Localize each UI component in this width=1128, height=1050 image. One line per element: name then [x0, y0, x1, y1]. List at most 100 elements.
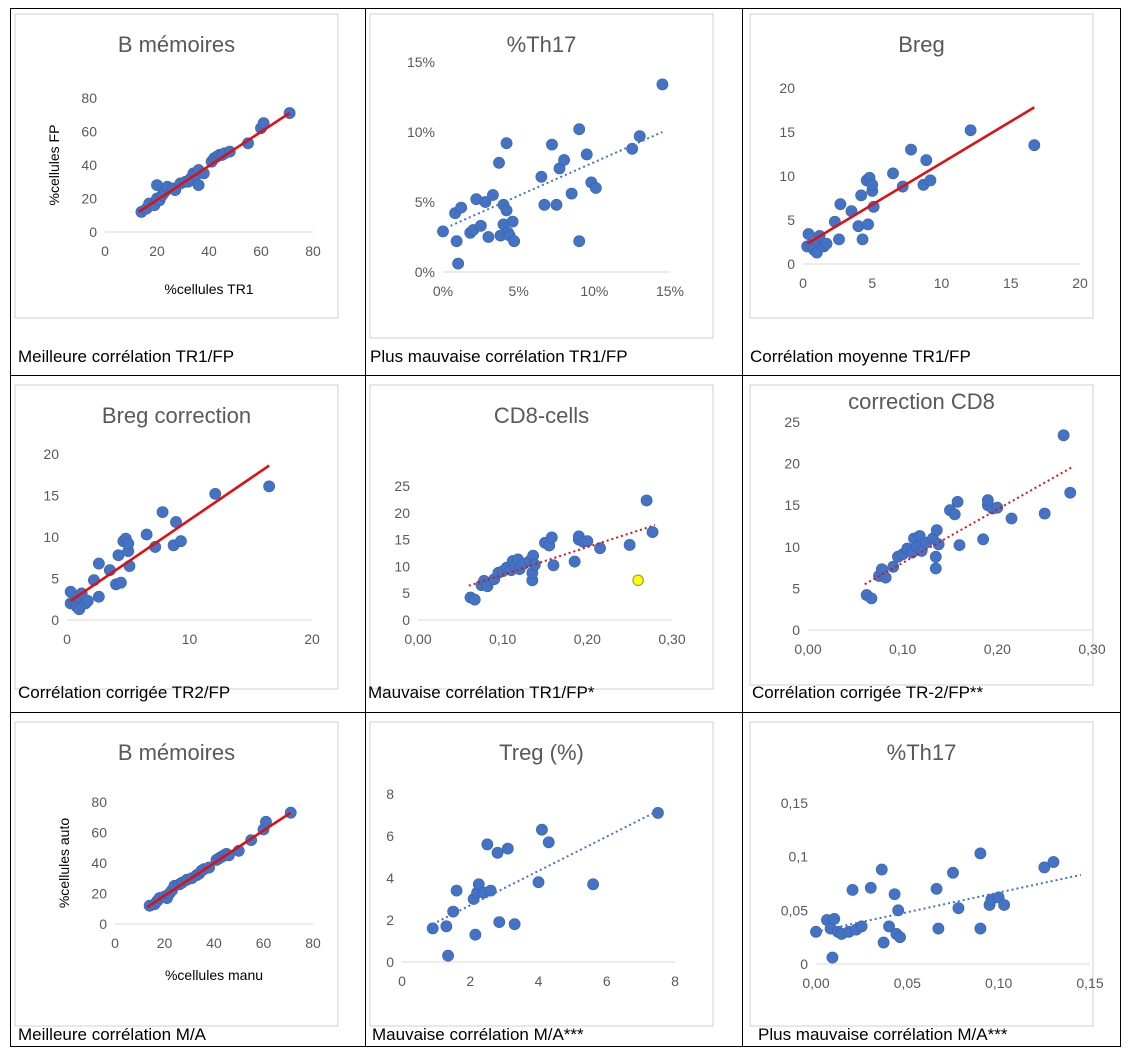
data-point: [875, 863, 888, 876]
data-point: [508, 235, 521, 248]
data-point: [493, 156, 505, 169]
y-tick-label: 0: [89, 224, 97, 240]
data-point: [1038, 507, 1051, 520]
y-tick-label: 0%: [415, 264, 435, 280]
x-tick-label: 10: [934, 275, 950, 291]
chart-2: [369, 13, 714, 339]
data-point: [481, 838, 494, 851]
x-tick-label: 60: [256, 935, 272, 951]
data-point: [974, 847, 987, 860]
y-tick-label: 10: [779, 168, 795, 184]
data-point: [864, 881, 877, 894]
y-tick-label: 25: [394, 478, 410, 494]
x-tick-label: 0,30: [1078, 641, 1105, 657]
x-tick-label: 40: [201, 243, 217, 259]
x-tick-label: 8: [671, 973, 679, 989]
x-tick-label: 20: [149, 243, 165, 259]
x-axis-label: %cellules manu: [165, 967, 263, 983]
y-tick-label: 15%: [407, 54, 435, 70]
data-point: [855, 189, 868, 202]
x-tick-label: 0,00: [794, 641, 821, 657]
trend-line: [432, 809, 659, 926]
grid-horizontal-line: [10, 375, 1121, 376]
y-tick-label: 5: [787, 212, 795, 228]
chart-title: Breg: [898, 32, 944, 57]
y-tick-label: 10: [394, 558, 410, 574]
data-point: [953, 539, 966, 552]
chart-border: [14, 13, 339, 319]
data-point: [493, 916, 506, 928]
y-tick-label: 80: [91, 794, 107, 810]
data-point: [947, 866, 959, 879]
data-point: [932, 538, 945, 551]
y-tick-label: 60: [81, 124, 97, 140]
data-point: [209, 487, 222, 500]
y-tick-label: 0,15: [781, 795, 808, 811]
data-point: [573, 123, 586, 136]
data-point: [500, 137, 513, 150]
x-tick-label: 0,20: [984, 641, 1011, 657]
data-point: [626, 142, 639, 155]
data-point: [581, 535, 594, 548]
trend-line: [146, 811, 292, 909]
x-tick-label: 0,10: [889, 641, 916, 657]
y-tick-label: 20: [779, 80, 795, 96]
chart-caption: Mauvaise corrélation M/A***: [372, 1025, 584, 1044]
y-tick-label: 4: [386, 870, 394, 886]
y-tick-label: 8: [386, 786, 394, 802]
y-tick-label: 40: [91, 855, 107, 871]
data-point: [905, 143, 917, 156]
x-tick-label: 10: [182, 631, 198, 647]
y-tick-label: 10: [43, 529, 59, 545]
data-point: [865, 592, 878, 605]
y-tick-label: 6: [386, 828, 394, 844]
data-point: [550, 198, 563, 211]
data-point: [491, 846, 504, 859]
data-point: [1028, 139, 1041, 152]
data-point: [192, 179, 205, 191]
y-tick-label: 0: [51, 612, 59, 628]
data-point: [834, 198, 847, 211]
grid-vertical-line: [742, 8, 743, 1046]
chart-caption: Corrélation corrigée TR2/FP: [18, 683, 230, 702]
data-point: [846, 884, 859, 896]
data-point: [866, 178, 879, 191]
data-point: [482, 231, 495, 243]
y-tick-label: 40: [81, 157, 97, 173]
data-point: [474, 219, 487, 232]
chart-border: [14, 721, 339, 1027]
chart-title: B mémoires: [118, 740, 235, 765]
x-tick-label: 20: [1072, 275, 1088, 291]
data-point: [930, 882, 943, 895]
data-point: [1047, 856, 1060, 868]
data-point: [469, 928, 482, 941]
data-point: [883, 920, 895, 933]
data-point: [535, 170, 548, 183]
data-point: [92, 557, 105, 570]
chart-4: [14, 384, 339, 690]
data-point: [852, 220, 865, 233]
x-tick-label: 0,30: [658, 631, 685, 647]
data-point: [951, 495, 964, 508]
y-tick-label: 60: [91, 825, 107, 841]
trend-line: [815, 873, 1082, 933]
x-tick-label: 20: [304, 631, 320, 647]
trend-line: [138, 111, 291, 213]
data-point: [826, 951, 839, 964]
y-tick-label: 5: [792, 580, 800, 596]
trend-line: [806, 106, 1035, 245]
y-tick-label: 0: [386, 954, 394, 970]
data-point: [652, 807, 664, 819]
grid-horizontal-line: [10, 712, 1121, 713]
x-tick-label: 0,10: [489, 631, 516, 647]
data-point: [879, 571, 892, 584]
data-point: [924, 174, 937, 187]
data-point: [802, 228, 815, 240]
y-tick-label: 2: [386, 912, 394, 928]
data-point: [589, 182, 602, 194]
x-tick-label: 2: [466, 973, 474, 989]
highlighted-point: [632, 574, 644, 587]
grid-vertical-line: [365, 8, 366, 1046]
data-point: [140, 528, 153, 541]
chart-border: [369, 384, 714, 690]
